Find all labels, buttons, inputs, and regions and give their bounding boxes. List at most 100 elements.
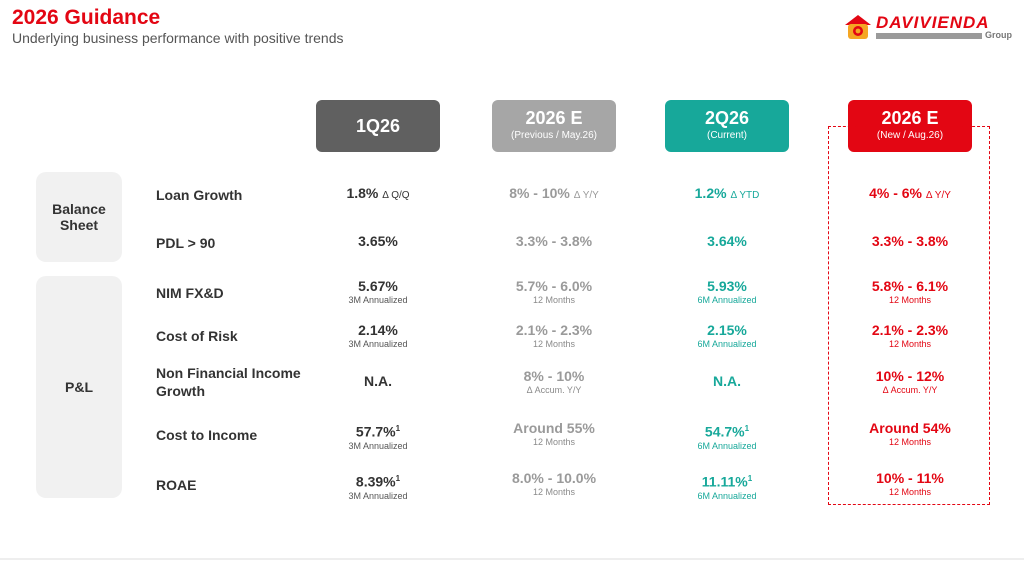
table-cell: 8% - 10% Δ Accum. Y/Y <box>474 368 634 396</box>
cell-value-text: 10% - 12% <box>875 368 945 384</box>
table-cell: 1.2% Δ YTD <box>647 185 807 204</box>
cell-note: 12 Months <box>532 339 576 349</box>
cell-note: 12 Months <box>888 295 932 305</box>
cell-value-text: 8.39% <box>355 473 396 490</box>
row-label: Non Financial Income Growth <box>156 365 301 399</box>
cell-note: 12 Months <box>532 437 576 447</box>
page-title: 2026 Guidance <box>12 6 161 29</box>
table-cell: N.A. <box>298 373 458 390</box>
column-header-sublabel: (New / Aug.26) <box>876 130 944 141</box>
cell-value: 5.7% - 6.0% <box>474 278 634 295</box>
cell-value-text: 4% - 6% <box>869 185 922 201</box>
cell-value: 2.14% <box>298 322 458 339</box>
cell-note: 12 Months <box>888 339 932 349</box>
logo-wordmark: DAVIVIENDA <box>876 13 990 32</box>
cell-value: 5.93% <box>647 278 807 295</box>
cell-value-text: 8.0% - 10.0% <box>511 470 597 486</box>
table-cell: 5.67% 3M Annualized <box>298 278 458 306</box>
cell-value: Around 55% <box>474 420 634 437</box>
cell-note: 12 Months <box>888 487 932 497</box>
cell-value-text: 5.93% <box>707 278 747 294</box>
cell-note: 6M Annualized <box>697 339 757 349</box>
table-cell: 2.1% - 2.3% 12 Months <box>474 322 634 350</box>
cell-value: 8% - 10% <box>474 368 634 385</box>
cell-value: 1.8% Δ Q/Q <box>298 185 458 204</box>
cell-value-text: Around 54% <box>869 420 951 436</box>
cell-note: 6M Annualized <box>697 440 757 451</box>
row-label: PDL > 90 <box>156 235 216 251</box>
cell-value: 11.11%1 <box>647 470 807 491</box>
table-cell: 57.7%1 3M Annualized <box>298 420 458 452</box>
table-cell: 8% - 10% Δ Y/Y <box>474 185 634 204</box>
cell-value-text: 1.8% <box>346 185 379 201</box>
cell-value: 10% - 11% <box>830 470 990 487</box>
cell-value-text: 54.7% <box>704 423 745 440</box>
cell-delta-label: Δ YTD <box>730 190 760 201</box>
cell-value: 3.3% - 3.8% <box>830 233 990 250</box>
footnote-marker: 1 <box>395 474 401 483</box>
cell-value-text: 5.67% <box>358 278 398 294</box>
cell-value-text: 3.3% - 3.8% <box>871 233 949 249</box>
cell-note: Δ Accum. Y/Y <box>882 385 938 395</box>
cell-note: 6M Annualized <box>697 490 757 501</box>
house-logo-icon <box>845 15 871 39</box>
cell-value: 5.8% - 6.1% <box>830 278 990 295</box>
table-cell: 4% - 6% Δ Y/Y <box>830 185 990 204</box>
cell-value: 54.7%1 <box>647 420 807 441</box>
cell-value: Around 54% <box>830 420 990 437</box>
table-cell: 2.14% 3M Annualized <box>298 322 458 350</box>
footer-divider <box>0 558 1024 560</box>
cell-note: 3M Annualized <box>348 490 408 501</box>
cell-value-text: 57.7% <box>355 423 396 440</box>
table-cell: 10% - 11% 12 Months <box>830 470 990 498</box>
table-cell: 54.7%1 6M Annualized <box>647 420 807 452</box>
cell-value: 5.67% <box>298 278 458 295</box>
cell-value-text: N.A. <box>713 373 741 389</box>
cell-note: 3M Annualized <box>348 339 408 349</box>
column-header-1q26: 1Q26 <box>316 100 440 152</box>
cell-value-text: 2.15% <box>707 322 747 338</box>
cell-value: N.A. <box>647 373 807 390</box>
column-header-label: 2026 E <box>881 108 939 128</box>
table-cell: 3.64% <box>647 233 807 250</box>
cell-note: 12 Months <box>532 487 576 497</box>
table-cell: 2.1% - 2.3% 12 Months <box>830 322 990 350</box>
cell-note: 6M Annualized <box>697 295 757 305</box>
highlight-frame <box>828 126 990 505</box>
logo-bar <box>876 33 982 39</box>
cell-delta-label: Δ Y/Y <box>573 190 599 201</box>
row-label: ROAE <box>156 477 197 493</box>
cell-value-text: Around 55% <box>513 420 595 436</box>
table-cell: 8.0% - 10.0% 12 Months <box>474 470 634 498</box>
cell-value-text: 1.2% <box>694 185 727 201</box>
table-cell: N.A. <box>647 373 807 390</box>
cell-value-text: 5.8% - 6.1% <box>871 278 949 294</box>
cell-note: 3M Annualized <box>348 295 408 305</box>
cell-value-text: 5.7% - 6.0% <box>515 278 593 294</box>
cell-value: 3.3% - 3.8% <box>474 233 634 250</box>
column-header-2026e-previous: 2026 E (Previous / May.26) <box>492 100 616 152</box>
cell-value-text: 8% - 10% <box>509 185 570 201</box>
cell-value-text: 2.14% <box>358 322 398 338</box>
cell-note: 3M Annualized <box>348 440 408 451</box>
cell-value: 8.0% - 10.0% <box>474 470 634 487</box>
cell-value: 8% - 10% Δ Y/Y <box>474 185 634 204</box>
cell-value: 2.15% <box>647 322 807 339</box>
cell-value: 8.39%1 <box>298 470 458 491</box>
cell-value-text: 11.11% <box>701 473 748 490</box>
cell-value: 3.64% <box>647 233 807 250</box>
category-pl: P&L <box>36 276 122 498</box>
footnote-marker: 1 <box>744 424 750 433</box>
cell-delta-label: Δ Q/Q <box>382 190 410 201</box>
column-header-label: 1Q26 <box>355 116 401 136</box>
column-header-label: 2026 E <box>525 108 583 128</box>
cell-value: 4% - 6% Δ Y/Y <box>830 185 990 204</box>
cell-value: 3.65% <box>298 233 458 250</box>
logo-group-label: Group <box>985 30 1012 40</box>
table-cell: 1.8% Δ Q/Q <box>298 185 458 204</box>
cell-note: Δ Accum. Y/Y <box>526 385 582 395</box>
column-header-sublabel: (Current) <box>706 130 747 141</box>
column-header-sublabel: (Previous / May.26) <box>511 130 597 141</box>
row-label: Cost to Income <box>156 427 258 443</box>
column-header-label: 2Q26 <box>704 108 750 128</box>
